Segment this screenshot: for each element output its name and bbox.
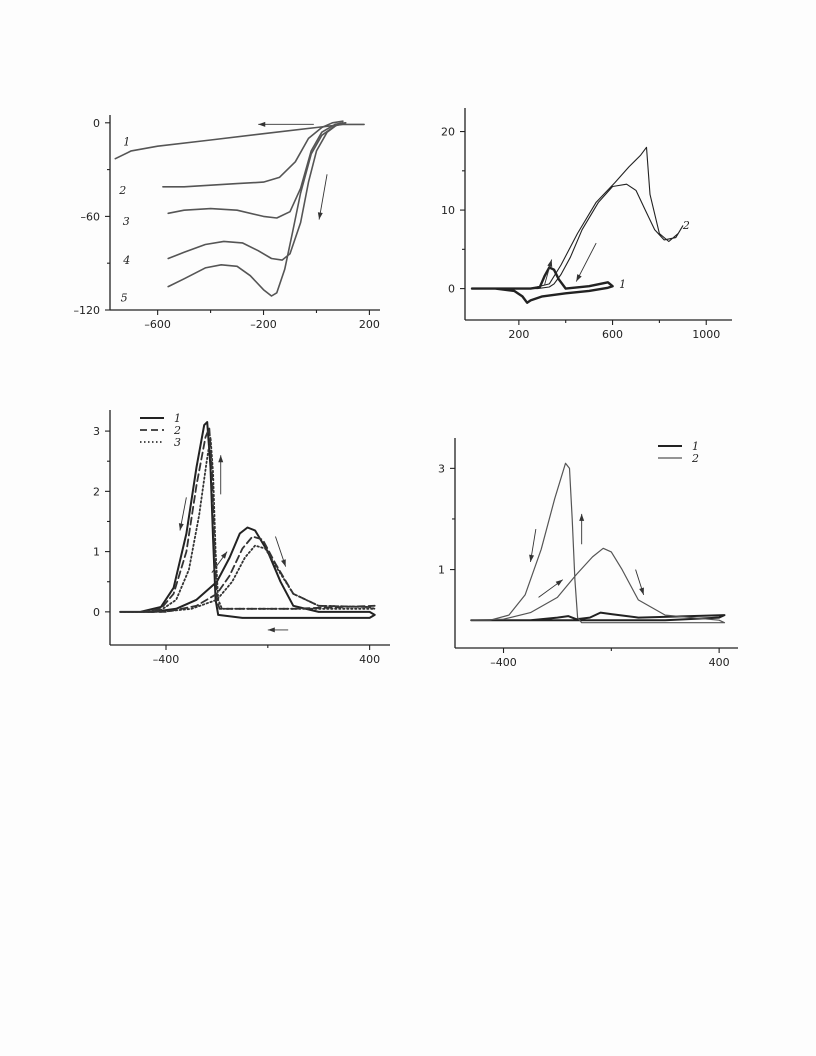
curve-label-3: 3 [123,215,130,228]
series-line-1 [470,611,726,622]
series-line-5 [167,122,347,297]
direction-arrow [575,242,597,282]
x-tick-label: 200 [359,318,380,331]
series-line-4 [167,122,347,261]
series-line-3 [167,122,344,219]
y-tick-label: –60 [81,210,101,223]
series-line-1 [119,421,376,619]
y-tick-label: 0 [93,117,100,130]
curve-label-5: 5 [121,292,128,305]
curve-label-1: 1 [123,136,130,149]
curve-label-2: 2 [118,184,126,197]
curve-label-2: 2 [682,219,690,232]
x-tick-label: 600 [602,328,623,341]
chart-svg: –600 –200 200 0 –60 –120 1 2 3 4 5 [74,115,380,331]
y-tick-label: –120 [74,304,101,317]
chart-top-right: 200 600 1000 0 10 20 1 2 [430,100,760,360]
chart-top-left: –600 –200 200 0 –60 –120 1 2 3 4 5 [60,95,400,345]
direction-arrow [275,536,287,567]
y-tick-label: 1 [93,546,100,559]
y-tick-label: 3 [93,425,100,438]
legend-label-2: 2 [173,424,181,437]
series-line-2 [471,146,684,290]
x-tick-label: –200 [250,318,277,331]
curve-label-4: 4 [122,254,130,267]
x-tick-label: 400 [359,653,380,666]
y-tick-label: 3 [438,462,445,475]
legend: 12 [658,440,699,465]
curve-label-1: 1 [619,278,626,291]
series-line-2 [470,462,726,624]
series-line-3 [119,436,376,613]
direction-arrow [538,579,564,598]
y-tick-label: 10 [441,204,455,217]
chart-bottom-right: –400 400 1 3 1 2 [420,430,760,680]
legend: 123 [140,412,181,449]
y-tick-label: 2 [93,485,100,498]
chart-bottom-left: –400 400 0 1 2 3 1 2 3 [60,400,410,685]
x-tick-label: –400 [153,653,180,666]
legend-label-1: 1 [692,440,699,453]
x-tick-label: 400 [709,656,730,669]
direction-arrow [579,513,585,545]
x-tick-label: 200 [508,328,529,341]
series-line-2 [119,427,376,613]
y-tick-label: 0 [93,606,100,619]
direction-arrow [267,627,289,633]
legend-label-1: 1 [174,412,181,425]
x-tick-label: 1000 [692,328,720,341]
direction-arrow [544,259,553,285]
x-tick-label: –600 [144,318,171,331]
series-line-1 [470,266,614,304]
direction-arrow [211,551,228,573]
x-tick-label: –400 [490,656,517,669]
legend-label-3: 3 [174,436,181,449]
chart-svg: 200 600 1000 0 10 20 1 2 [441,108,732,341]
y-tick-label: 1 [438,564,445,577]
direction-arrow [635,569,645,596]
direction-arrow [218,455,224,495]
series-line-2 [162,120,344,188]
y-tick-label: 20 [441,126,455,139]
direction-arrow [258,121,314,127]
y-tick-label: 0 [448,283,455,296]
direction-arrow [317,174,328,220]
direction-arrow [178,497,187,531]
direction-arrow [529,529,537,563]
legend-label-2: 2 [691,452,699,465]
